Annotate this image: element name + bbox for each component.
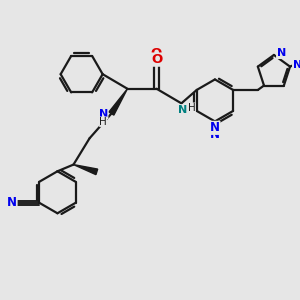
Text: N: N xyxy=(178,105,187,115)
Text: N: N xyxy=(210,128,220,141)
Text: N: N xyxy=(7,196,17,209)
Text: N: N xyxy=(210,121,220,134)
Polygon shape xyxy=(109,89,128,115)
Text: N: N xyxy=(293,60,300,70)
Text: N: N xyxy=(277,49,286,58)
Text: N: N xyxy=(178,105,187,115)
Text: O: O xyxy=(150,46,162,60)
Text: N: N xyxy=(293,60,300,70)
Text: H: H xyxy=(99,117,107,127)
Text: H: H xyxy=(188,103,196,113)
Text: N: N xyxy=(7,196,17,209)
Polygon shape xyxy=(74,165,98,175)
Text: H: H xyxy=(99,117,107,127)
Text: N: N xyxy=(99,109,108,118)
Text: N: N xyxy=(99,109,108,118)
Text: H: H xyxy=(188,103,196,113)
Text: O: O xyxy=(151,53,162,66)
Text: N: N xyxy=(277,49,286,58)
